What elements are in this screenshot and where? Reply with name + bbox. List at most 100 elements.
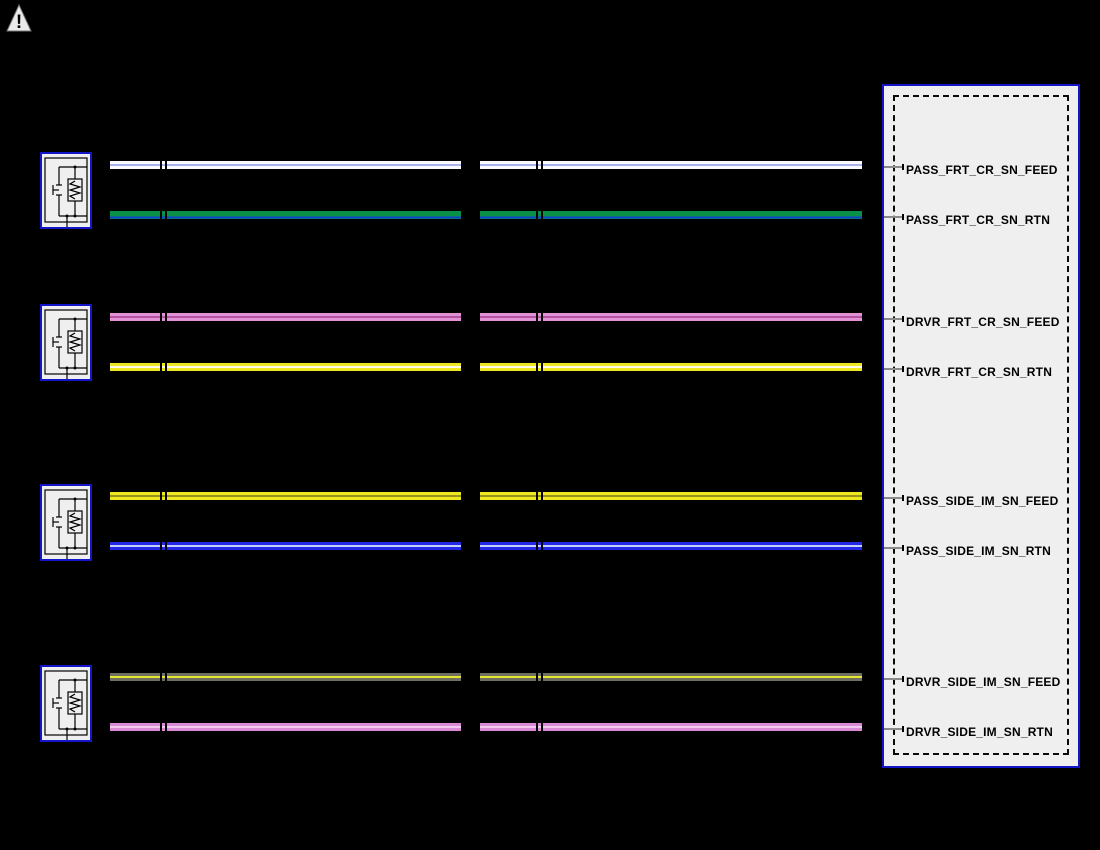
splice-tick xyxy=(536,160,538,170)
crash-sensor-symbol xyxy=(40,484,92,561)
junction-dots xyxy=(65,165,77,218)
module-pin-tick xyxy=(902,316,904,322)
sensor-inner-outline xyxy=(44,489,88,555)
sensor-inner-outline xyxy=(44,157,88,223)
module-pin-tick xyxy=(902,545,904,551)
module-pin-tick xyxy=(902,726,904,732)
module-pin-tick xyxy=(902,495,904,501)
wire-row xyxy=(0,160,1100,170)
resistor-icon xyxy=(67,499,83,548)
crash-sensor-symbol xyxy=(40,152,92,229)
sensor-circuit-icon xyxy=(44,670,88,740)
crash-sensor-symbol xyxy=(40,665,92,742)
sensor-circuit-icon xyxy=(44,309,88,379)
pin-signal-label: PASS_SIDE_IM_SN_FEED xyxy=(906,494,1059,508)
wire-segment-right xyxy=(480,161,862,169)
splice-tick xyxy=(160,672,162,682)
wire-segment-left xyxy=(110,363,461,371)
wire-row xyxy=(0,362,1100,372)
module-pin-stub xyxy=(884,726,904,732)
switch-icon xyxy=(52,697,62,709)
splice-tick xyxy=(160,210,162,220)
splice-tick xyxy=(160,491,162,501)
resistor-icon xyxy=(67,319,83,368)
splice-tick xyxy=(160,160,162,170)
splice-tick xyxy=(536,491,538,501)
splice-tick xyxy=(541,672,543,682)
wire-segment-right xyxy=(480,673,862,681)
wire-segment-right xyxy=(480,363,862,371)
switch-icon xyxy=(52,336,62,348)
sensor-inner-outline xyxy=(44,670,88,736)
sensor-inner-outline xyxy=(44,309,88,375)
splice-tick xyxy=(160,541,162,551)
splice-tick xyxy=(160,722,162,732)
warning-icon: ! xyxy=(6,4,32,32)
junction-dots xyxy=(65,497,77,550)
splice-tick xyxy=(165,541,167,551)
wire-segment-left xyxy=(110,161,461,169)
warning-triangle xyxy=(6,4,32,32)
wire-row xyxy=(0,312,1100,322)
resistor-icon xyxy=(67,167,83,216)
splice-tick xyxy=(541,312,543,322)
module-pin-tick xyxy=(902,214,904,220)
module-pin-tick xyxy=(902,164,904,170)
splice-tick xyxy=(536,722,538,732)
module-pin-stub xyxy=(884,676,904,682)
module-pin-stub xyxy=(884,214,904,220)
splice-tick xyxy=(165,491,167,501)
wire-segment-right xyxy=(480,211,862,219)
pin-signal-label: PASS_FRT_CR_SN_FEED xyxy=(906,163,1058,177)
splice-tick xyxy=(165,672,167,682)
wire-row xyxy=(0,541,1100,551)
module-dashed-border xyxy=(893,95,1069,755)
module-pin-stub xyxy=(884,545,904,551)
wire-row xyxy=(0,210,1100,220)
wire-segment-right xyxy=(480,723,862,731)
splice-tick xyxy=(536,210,538,220)
splice-tick xyxy=(165,160,167,170)
wire-row xyxy=(0,722,1100,732)
module-pin-stub xyxy=(884,316,904,322)
splice-tick xyxy=(165,722,167,732)
sensor-circuit-icon xyxy=(44,489,88,559)
splice-tick xyxy=(536,541,538,551)
module-pin-stub xyxy=(884,495,904,501)
wire-segment-right xyxy=(480,542,862,550)
module-box: PASS_FRT_CR_SN_FEED PASS_FRT_CR_SN_RTN DRV… xyxy=(882,84,1080,768)
switch-icon xyxy=(52,184,62,196)
pin-signal-label: DRVR_SIDE_IM_SN_FEED xyxy=(906,675,1061,689)
splice-tick xyxy=(165,210,167,220)
wire-row xyxy=(0,491,1100,501)
pin-signal-label: DRVR_FRT_CR_SN_RTN xyxy=(906,365,1053,379)
pin-signal-label: PASS_FRT_CR_SN_RTN xyxy=(906,213,1051,227)
warning-exclamation: ! xyxy=(16,12,22,32)
junction-dots xyxy=(65,317,77,370)
wire-row xyxy=(0,672,1100,682)
wire-segment-left xyxy=(110,211,461,219)
splice-tick xyxy=(541,541,543,551)
splice-tick xyxy=(541,160,543,170)
switch-icon xyxy=(52,516,62,528)
splice-tick xyxy=(160,312,162,322)
wire-segment-left xyxy=(110,542,461,550)
module-pin-stub xyxy=(884,366,904,372)
crash-sensor-symbol xyxy=(40,304,92,381)
splice-tick xyxy=(536,312,538,322)
wire-segment-left xyxy=(110,673,461,681)
pin-signal-label: PASS_SIDE_IM_SN_RTN xyxy=(906,544,1051,558)
wire-segment-left xyxy=(110,723,461,731)
splice-tick xyxy=(160,362,162,372)
wire-segment-right xyxy=(480,313,862,321)
wire-segment-left xyxy=(110,313,461,321)
splice-tick xyxy=(541,722,543,732)
splice-tick xyxy=(536,672,538,682)
module-pin-stub xyxy=(884,164,904,170)
pin-signal-label: DRVR_SIDE_IM_SN_RTN xyxy=(906,725,1053,739)
module-pin-tick xyxy=(902,366,904,372)
splice-tick xyxy=(541,491,543,501)
splice-tick xyxy=(165,362,167,372)
splice-tick xyxy=(541,210,543,220)
